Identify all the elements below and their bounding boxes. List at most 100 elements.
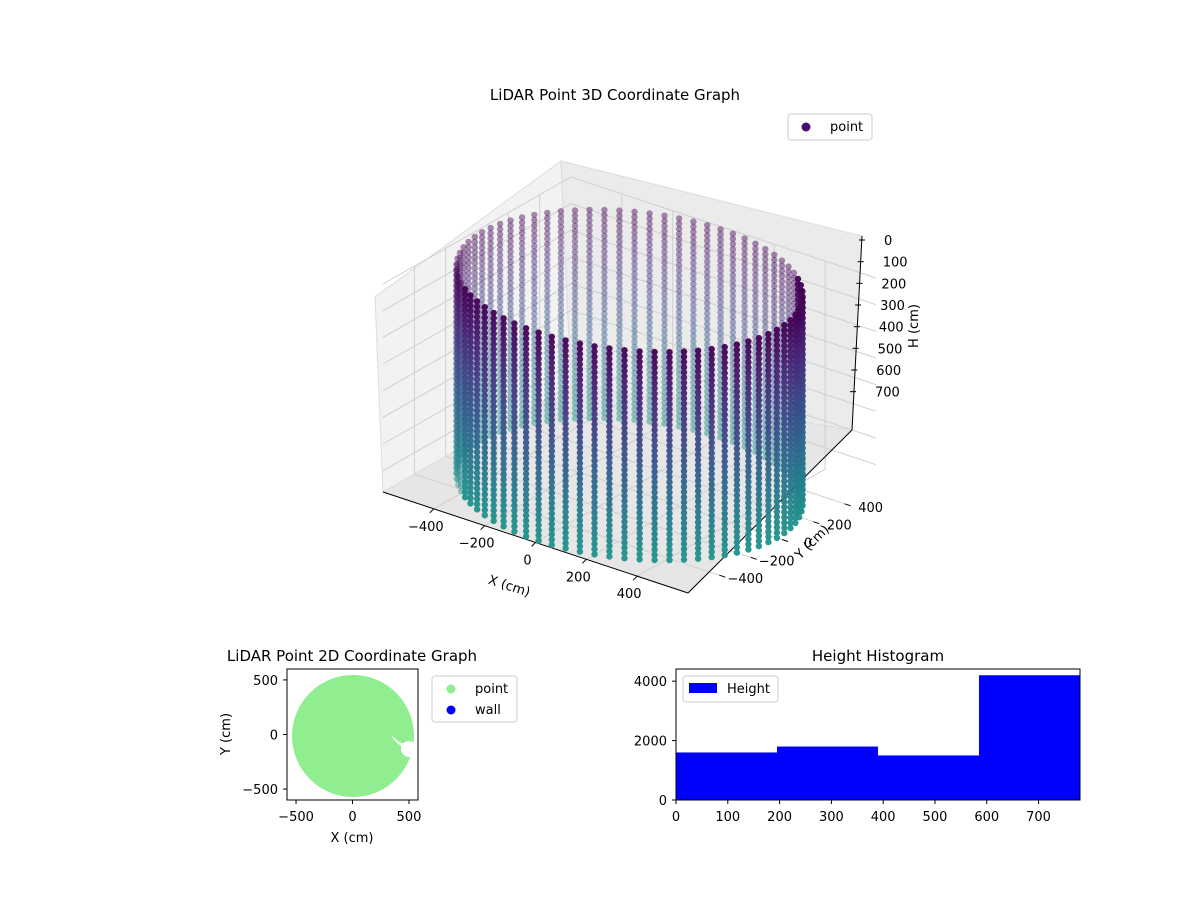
lidar-point <box>616 415 623 422</box>
lidar-point <box>765 336 772 343</box>
lidar-point <box>765 507 772 515</box>
lidar-point <box>651 468 658 475</box>
lidar-point <box>787 400 794 407</box>
lidar-point <box>601 227 608 234</box>
lidar-point <box>778 293 786 301</box>
lidar-point <box>729 251 737 258</box>
lidar-point <box>518 318 526 325</box>
point-gap-2 <box>391 735 405 747</box>
lidar-point <box>721 536 728 543</box>
lidar-point <box>473 371 481 378</box>
lidar-point <box>694 545 702 552</box>
lidar-point <box>765 471 772 478</box>
lidar-point <box>680 364 688 371</box>
lidar-point <box>473 397 481 404</box>
lidar-point <box>461 478 469 485</box>
lidar-point <box>733 445 741 452</box>
lidar-point <box>694 487 702 495</box>
lidar-point <box>481 361 488 368</box>
lidar-point <box>621 461 628 468</box>
lidar-point <box>507 258 514 266</box>
lidar-point <box>733 424 741 431</box>
lidar-point <box>651 380 658 387</box>
lidar-point <box>456 384 464 392</box>
lidar-point <box>621 409 628 416</box>
lidar-point <box>571 295 579 302</box>
lidar-point <box>661 389 668 396</box>
lidar-point <box>661 212 668 219</box>
lidar-point <box>487 276 494 284</box>
lidar-point <box>522 418 530 426</box>
lidar-point <box>704 310 711 317</box>
lidar-point <box>518 255 526 263</box>
lidar-point <box>548 370 555 377</box>
lidar-point <box>601 321 608 328</box>
lidar-point <box>765 466 772 473</box>
lidar-point <box>562 425 569 432</box>
lidar-point <box>455 341 462 348</box>
lidar-point <box>631 395 638 403</box>
lidar-point <box>646 329 653 337</box>
lidar-point <box>500 398 507 405</box>
lidar-point <box>490 366 497 374</box>
lidar-point <box>661 358 668 365</box>
lidar-point <box>785 263 792 270</box>
lidar-point <box>487 266 494 273</box>
lidar-point <box>704 279 711 286</box>
lidar-point <box>621 367 628 375</box>
lidar-point <box>557 218 565 225</box>
lidar-point <box>762 261 769 268</box>
lidar-point <box>467 453 474 460</box>
lidar-point <box>507 243 514 250</box>
lidar-point <box>473 475 481 482</box>
lidar-point <box>571 248 579 256</box>
lidar-point <box>787 519 794 527</box>
lidar-point <box>453 261 460 268</box>
lidar-point <box>522 460 530 467</box>
lidar-point <box>636 369 643 376</box>
lidar-point <box>601 290 608 297</box>
lidar-point <box>741 292 748 299</box>
lidar-point <box>666 359 673 366</box>
lidar-point <box>755 485 763 493</box>
lidar-point <box>792 519 799 526</box>
lidar-point <box>606 444 613 451</box>
lidar-point <box>666 411 673 418</box>
lidar-point <box>453 422 460 429</box>
lidar-point <box>616 285 623 292</box>
lidar-point <box>694 368 702 375</box>
y-tick-label-3d: 0 <box>804 537 812 552</box>
lidar-point <box>787 478 794 485</box>
lidar-point <box>518 302 526 309</box>
lidar-point <box>454 427 461 434</box>
lidar-point <box>571 264 579 271</box>
lidar-point <box>787 514 794 521</box>
lidar-point <box>467 354 474 361</box>
lidar-point <box>694 456 702 464</box>
lidar-point <box>507 290 514 297</box>
lidar-point <box>646 293 653 300</box>
lidar-point <box>471 285 478 293</box>
lidar-point <box>456 416 464 423</box>
lidar-point <box>455 419 462 426</box>
lidar-point <box>636 467 643 475</box>
lidar-point <box>522 371 530 379</box>
lidar-point <box>666 354 673 361</box>
lidar-point <box>456 374 464 381</box>
chart2d-title: LiDAR Point 2D Coordinate Graph <box>227 647 477 665</box>
lidar-point <box>544 209 551 217</box>
lidar-point <box>467 401 474 408</box>
lidar-point <box>544 298 551 305</box>
lidar-point <box>606 412 613 420</box>
lidar-point <box>773 430 781 437</box>
lidar-point <box>765 351 772 359</box>
lidar-point <box>792 368 799 376</box>
lidar-point <box>522 408 530 415</box>
lidar-point <box>473 501 481 508</box>
lidar-point <box>601 404 608 411</box>
lidar-point <box>675 267 683 274</box>
lidar-point <box>675 314 683 321</box>
lidar-point <box>490 382 497 389</box>
lidar-point <box>733 346 741 353</box>
lidar-point <box>773 420 781 427</box>
